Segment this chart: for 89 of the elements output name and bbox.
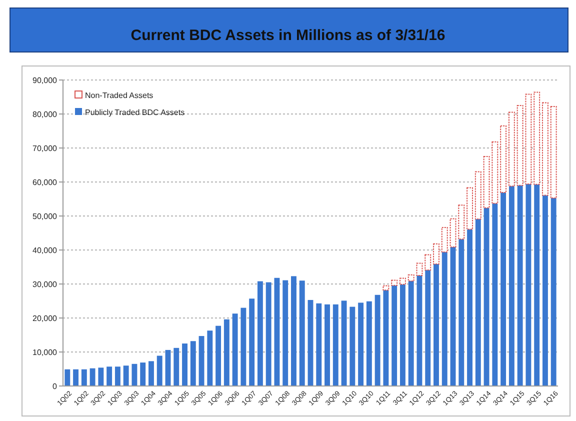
bar [442,252,448,386]
y-tick-label: 80,000 [32,110,58,119]
bar [148,361,154,386]
bar [140,362,146,386]
bar [207,330,213,386]
bar [274,278,280,386]
legend-label: Non-Traded Assets [85,90,154,100]
bar [534,184,540,386]
bar [434,264,439,386]
bar [98,368,104,386]
bar [374,294,380,386]
bar [132,364,138,386]
bar [341,300,347,386]
bar [123,366,129,386]
bar [383,290,389,386]
bar [399,278,406,285]
bar [466,187,473,230]
bar [182,344,188,386]
bar [550,198,556,386]
y-tick-label: 70,000 [32,144,58,153]
bar [408,274,414,282]
bar [484,208,490,386]
y-tick-label: 60,000 [32,178,58,187]
y-tick-label: 20,000 [32,314,58,323]
bar [550,106,557,198]
bar [416,276,422,386]
bar [492,203,498,386]
bar [216,326,222,386]
bar [458,204,465,240]
bar [73,369,79,386]
bar [224,319,230,386]
bar [291,276,296,386]
bar [408,280,414,386]
bar [416,262,423,276]
bar [424,254,432,271]
bar [425,270,431,386]
y-tick-label: 0 [52,382,58,391]
bar [508,186,514,386]
bar [156,356,162,386]
bar [249,298,255,386]
bar [500,192,506,386]
bar [450,218,456,248]
bar [542,195,548,386]
bar [106,366,112,386]
bar [382,285,390,291]
bar [198,336,204,386]
bar [433,243,440,264]
bar [467,229,472,386]
bar [392,285,398,386]
bar [308,300,314,386]
y-tick-label: 30,000 [32,280,58,289]
bar [458,239,464,386]
bar [165,350,171,386]
bar [534,92,540,185]
bar [114,366,120,386]
chart-title: Current BDC Assets in Millions as of 3/31/16 [130,27,446,44]
bar [257,281,263,386]
bar [526,184,532,386]
bar [266,282,272,386]
bar [316,303,322,386]
bar [240,308,246,386]
bar [391,280,398,286]
bar [358,302,364,386]
bar [190,341,196,386]
bar [517,185,523,386]
bar [542,102,548,196]
bar [400,284,406,386]
y-tick-label: 10,000 [32,348,58,357]
bar [474,171,482,220]
bar [475,219,481,386]
bar [366,301,372,386]
bar [299,280,305,386]
bar [282,280,288,386]
bar [332,304,338,386]
bar [500,125,507,194]
y-tick-label: 90,000 [32,76,58,85]
y-tick-label: 50,000 [32,212,58,221]
bar [232,314,238,386]
bar [324,304,330,386]
bar [174,348,180,386]
bar [350,306,356,386]
y-tick-label: 40,000 [32,246,58,255]
bar [508,112,515,187]
legend-label: Publicly Traded BDC Assets [85,108,185,117]
bar [81,369,87,386]
bar [441,227,448,253]
bar [64,369,70,386]
bar [450,246,456,386]
bar [90,368,96,386]
